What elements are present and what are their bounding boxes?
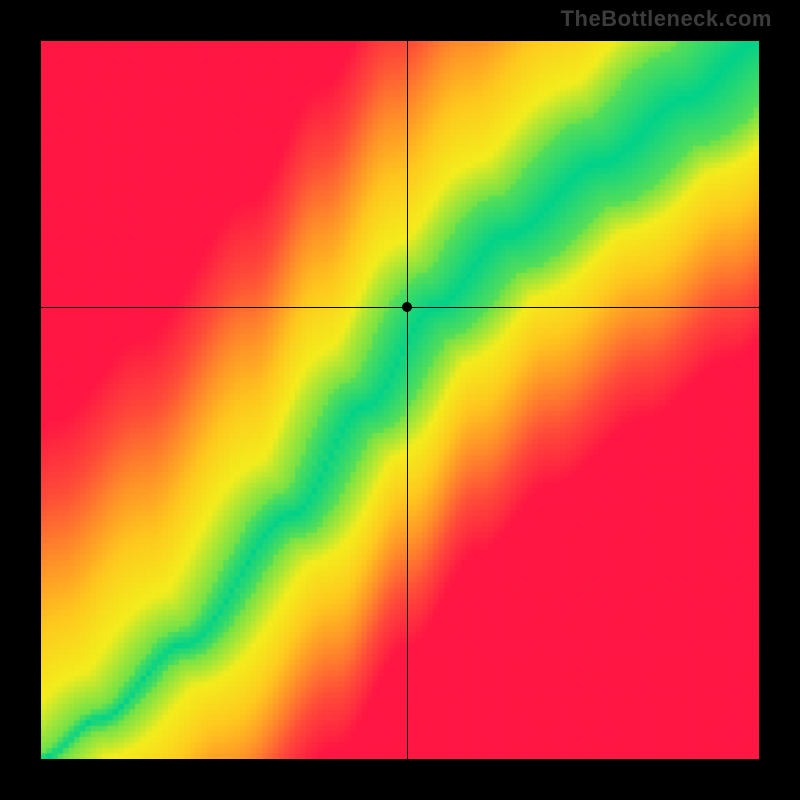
figure-outer: TheBottleneck.com <box>0 0 800 800</box>
crosshair-horizontal <box>41 307 759 308</box>
crosshair-vertical <box>407 41 408 759</box>
plot-area <box>41 41 759 759</box>
marker-dot <box>402 302 412 312</box>
heatmap-canvas <box>41 41 759 759</box>
watermark-text: TheBottleneck.com <box>561 6 772 32</box>
